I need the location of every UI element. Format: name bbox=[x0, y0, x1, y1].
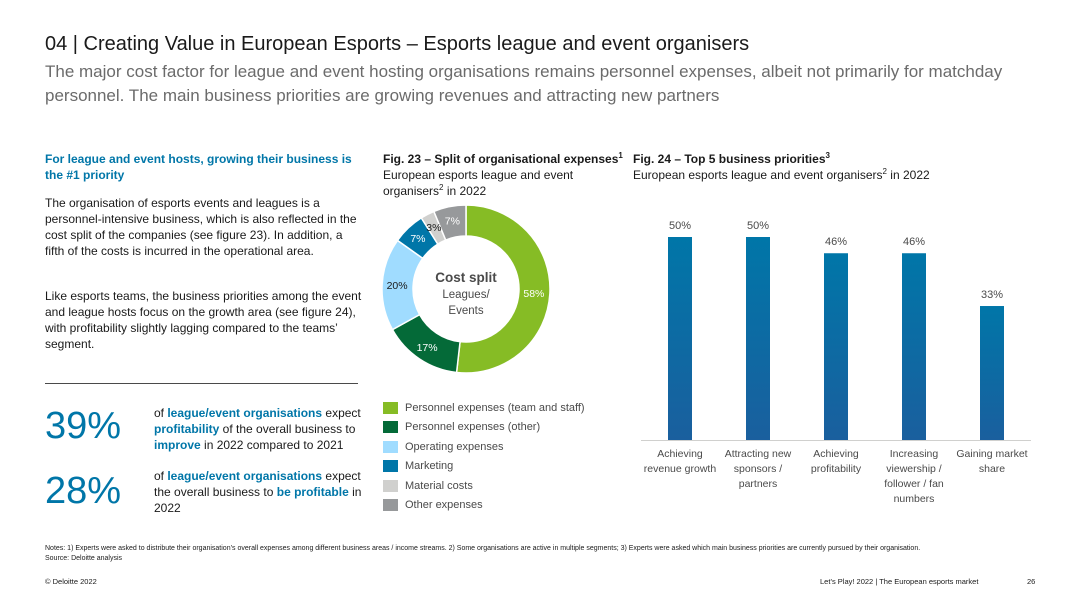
bar bbox=[668, 237, 692, 440]
stat2-highlight: be profitable bbox=[276, 485, 349, 499]
bar-category-label: partners bbox=[739, 478, 778, 490]
footnote-ref: 1 bbox=[618, 151, 623, 160]
donut-data-label: 3% bbox=[426, 222, 441, 234]
legend-label: Material costs bbox=[405, 479, 473, 492]
fig23-title: Fig. 23 – Split of organisational expens… bbox=[383, 151, 623, 167]
section-heading: For league and event hosts, growing thei… bbox=[45, 152, 352, 182]
fig24-title-text: Fig. 24 – Top 5 business priorities bbox=[633, 152, 826, 166]
stat1-text-part: of bbox=[154, 406, 168, 420]
page-title: 04 | Creating Value in European Esports … bbox=[45, 33, 750, 55]
fig23-subtitle-text: European esports league and event organi… bbox=[383, 168, 574, 198]
donut-slice-6 bbox=[432, 205, 467, 242]
donut-center-title: Cost split bbox=[435, 270, 497, 285]
donut-slice-1 bbox=[455, 205, 551, 374]
stat1-highlight: improve bbox=[154, 438, 201, 452]
fig24-subtitle-text: European esports league and event organi… bbox=[633, 168, 883, 182]
footnotes: Notes: 1) Experts were asked to distribu… bbox=[45, 545, 921, 552]
divider bbox=[45, 383, 358, 384]
donut-chart: 58%17%20%7%3%7% Cost split Leagues/ Even… bbox=[381, 205, 551, 374]
bar-category-label: Achieving bbox=[657, 448, 703, 460]
fig23-subtitle: European esports league and event organi… bbox=[383, 167, 618, 199]
bar bbox=[746, 237, 770, 440]
bar-category-label: numbers bbox=[894, 493, 935, 505]
bar-category-label: Achieving bbox=[813, 448, 859, 460]
legend-swatch bbox=[383, 421, 398, 434]
donut-data-label: 17% bbox=[417, 342, 438, 354]
bar-category-label: Attracting new bbox=[725, 448, 792, 460]
bar-category-label: Increasing bbox=[890, 448, 939, 460]
bar bbox=[980, 306, 1004, 440]
donut-data-label: 58% bbox=[523, 288, 544, 300]
bar-category-label: revenue growth bbox=[644, 463, 717, 475]
legend-item: Operating expenses bbox=[383, 437, 585, 457]
donut-center-line1: Leagues/ bbox=[442, 289, 490, 301]
legend-swatch bbox=[383, 479, 398, 492]
donut-legend: Personnel expenses (team and staff) Perso… bbox=[383, 398, 585, 515]
publication-title: Let’s Play! 2022 | The European esports … bbox=[820, 577, 979, 586]
footnote-ref: 2 bbox=[882, 167, 887, 176]
bar-category-label: share bbox=[979, 463, 1005, 475]
stat1-text-part: in 2022 compared to 2021 bbox=[200, 438, 344, 452]
legend-label: Other expenses bbox=[405, 499, 483, 512]
copyright: © Deloitte 2022 bbox=[45, 577, 97, 586]
bar bbox=[824, 253, 848, 440]
stat2-text-part: expect the overall business to bbox=[154, 469, 361, 499]
fig24-subtitle-year: in 2022 bbox=[886, 168, 930, 182]
bar-value-label: 50% bbox=[747, 220, 769, 232]
stat-value-profitable: 28% bbox=[45, 470, 122, 512]
legend-item: Material costs bbox=[383, 476, 585, 496]
legend-swatch bbox=[383, 401, 398, 414]
source-note: Source: Deloitte analysis bbox=[45, 555, 123, 562]
bar-category-label: profitability bbox=[811, 463, 862, 475]
bar-category-label: follower / fan bbox=[884, 478, 944, 490]
donut-data-label: 20% bbox=[387, 280, 408, 292]
page-number: 26 bbox=[1027, 577, 1036, 586]
bar-category-label: sponsors / bbox=[734, 463, 783, 475]
donut-data-label: 7% bbox=[445, 215, 460, 227]
footnote-ref: 2 bbox=[439, 183, 444, 192]
fig23-title-text: Fig. 23 – Split of organisational expens… bbox=[383, 152, 619, 166]
fig24-subtitle: European esports league and event organi… bbox=[633, 167, 930, 183]
legend-label: Personnel expenses (team and staff) bbox=[405, 401, 585, 414]
legend-item: Other expenses bbox=[383, 496, 585, 516]
legend-label: Operating expenses bbox=[405, 440, 504, 453]
footnote-ref: 3 bbox=[825, 151, 830, 160]
legend-item: Personnel expenses (other) bbox=[383, 418, 585, 438]
body-paragraph-2: Like esports teams, the business priorit… bbox=[45, 289, 362, 351]
stat-description-2: of league/event organisations expect the… bbox=[154, 468, 369, 516]
donut-center-line2: Events bbox=[448, 305, 483, 317]
legend-item: Marketing bbox=[383, 457, 585, 477]
bar bbox=[902, 253, 926, 440]
stat1-text-part: expect bbox=[322, 406, 361, 420]
stat2-text-part: of bbox=[154, 469, 168, 483]
donut-data-label: 7% bbox=[410, 233, 425, 245]
legend-label: Marketing bbox=[405, 460, 454, 473]
fig23-subtitle-year: in 2022 bbox=[443, 184, 487, 198]
bar-value-label: 33% bbox=[981, 289, 1003, 301]
bar-value-label: 50% bbox=[669, 220, 691, 232]
stat1-text-part: of the overall business to bbox=[219, 422, 356, 436]
legend-swatch bbox=[383, 460, 398, 473]
bar-category-label: Gaining market bbox=[956, 448, 1027, 460]
fig24-title: Fig. 24 – Top 5 business priorities3 bbox=[633, 151, 830, 167]
stat2-highlight: league/event organisations bbox=[167, 469, 323, 483]
stat-description-1: of league/event organisations expect pro… bbox=[154, 405, 369, 453]
stat2-text-part: in 2022 bbox=[154, 485, 362, 515]
legend-item: Personnel expenses (team and staff) bbox=[383, 398, 585, 418]
bar-category-label: viewership / bbox=[886, 463, 942, 475]
legend-swatch bbox=[383, 499, 398, 512]
page-subtitle: The major cost factor for league and eve… bbox=[45, 62, 1003, 105]
bar-chart: 50% Achieving revenue growth 50% Attracting … bbox=[641, 220, 1031, 505]
body-paragraph-1: The organisation of esports events and l… bbox=[45, 196, 357, 258]
legend-swatch bbox=[383, 440, 398, 453]
stat1-highlight: league/event organisations bbox=[167, 406, 323, 420]
stat1-highlight: profitability bbox=[154, 422, 220, 436]
stat-value-profitability-improve: 39% bbox=[45, 405, 122, 447]
legend-label: Personnel expenses (other) bbox=[405, 421, 541, 434]
bar-value-label: 46% bbox=[903, 236, 925, 248]
bar-value-label: 46% bbox=[825, 236, 847, 248]
